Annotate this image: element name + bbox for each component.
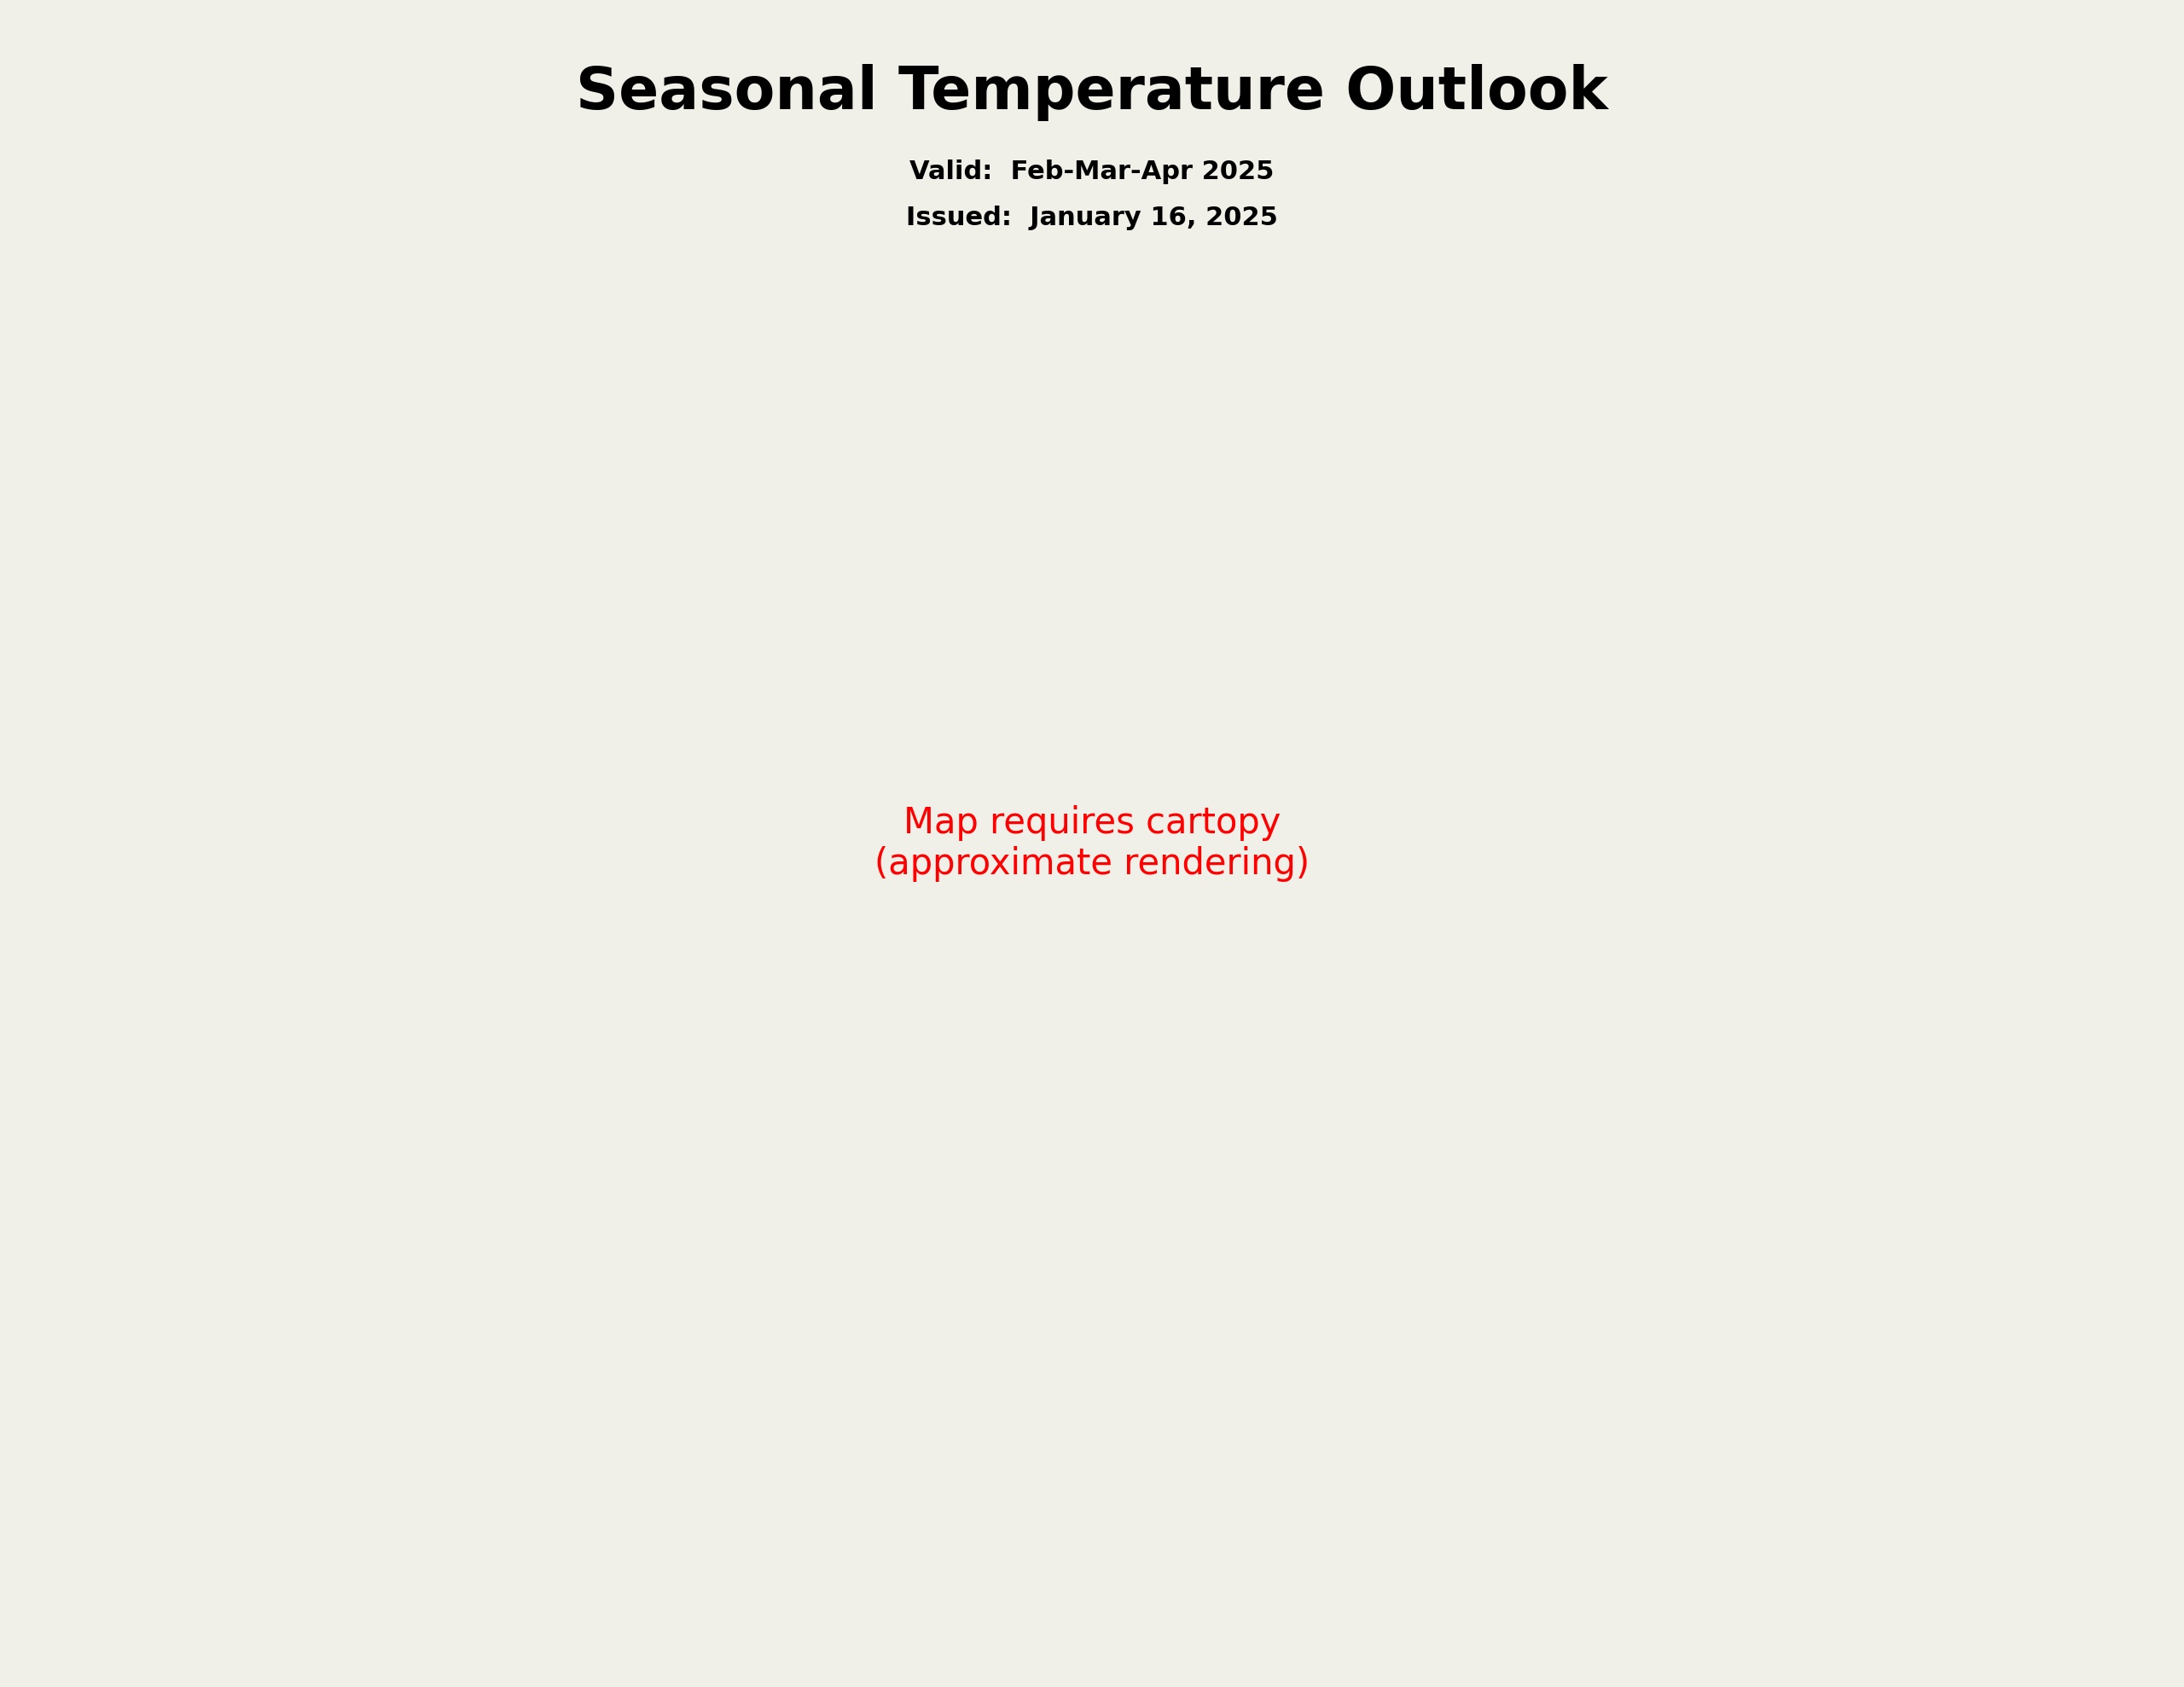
Text: Seasonal Temperature Outlook: Seasonal Temperature Outlook — [577, 64, 1607, 121]
Text: Map requires cartopy
(approximate rendering): Map requires cartopy (approximate render… — [874, 805, 1310, 882]
Text: Issued:  January 16, 2025: Issued: January 16, 2025 — [906, 206, 1278, 229]
Text: Valid:  Feb-Mar-Apr 2025: Valid: Feb-Mar-Apr 2025 — [911, 160, 1273, 184]
